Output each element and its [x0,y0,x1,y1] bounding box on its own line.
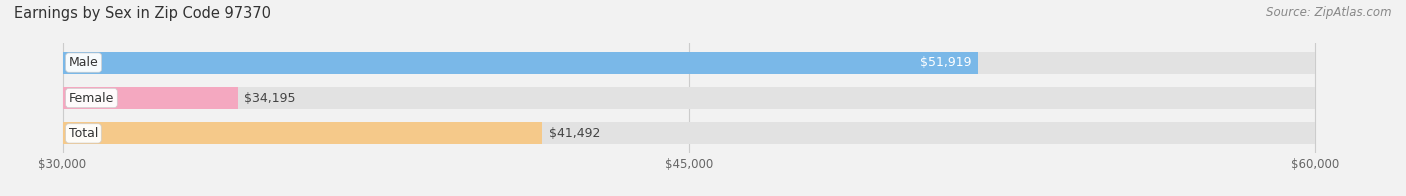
Text: $34,195: $34,195 [245,92,295,104]
Bar [62,87,238,109]
Bar [62,87,1315,109]
Text: Source: ZipAtlas.com: Source: ZipAtlas.com [1267,6,1392,19]
Bar [62,52,977,74]
Bar [62,122,1315,144]
Text: Earnings by Sex in Zip Code 97370: Earnings by Sex in Zip Code 97370 [14,6,271,21]
Text: Male: Male [69,56,98,69]
Text: $51,919: $51,919 [920,56,972,69]
Bar [62,52,1315,74]
Bar [62,122,543,144]
Text: Female: Female [69,92,114,104]
Text: $41,492: $41,492 [548,127,600,140]
Text: Total: Total [69,127,98,140]
